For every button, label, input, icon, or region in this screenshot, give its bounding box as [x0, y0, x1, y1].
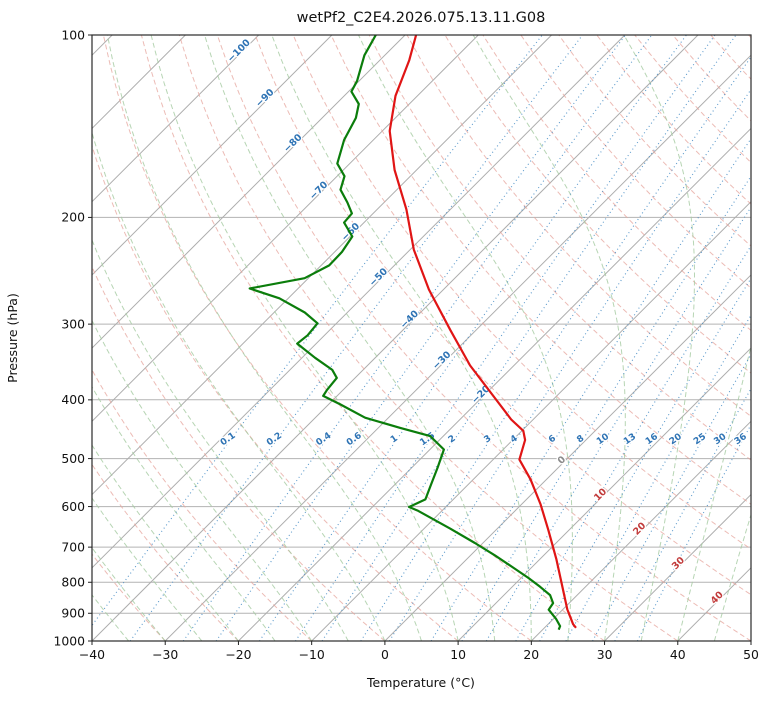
isotherm-line	[92, 35, 260, 203]
plot-area	[92, 35, 751, 641]
x-tick-label: 10	[450, 647, 466, 662]
y-tick-label: 800	[61, 575, 85, 590]
dewpoint-curve	[248, 35, 562, 631]
isotherm-line	[457, 347, 751, 641]
moist-adiabat	[713, 513, 751, 641]
dry-adiabat	[748, 35, 751, 39]
dry-adiabat	[368, 35, 751, 461]
isotherm-line	[530, 420, 751, 641]
y-tick-label: 900	[61, 606, 85, 621]
dry-adiabat	[102, 35, 532, 641]
dry-adiabat	[292, 35, 751, 550]
mixing-ratio-line	[360, 56, 751, 641]
isotherm-line	[164, 54, 751, 641]
moist-adiabat	[92, 130, 386, 641]
x-tick-label: 50	[743, 647, 759, 662]
dry-adiabat	[140, 35, 605, 641]
dry-adiabat	[92, 265, 386, 641]
mixing-ratio-line	[92, 35, 543, 627]
x-tick-label: 40	[670, 647, 686, 662]
x-tick-label: 0	[381, 647, 389, 662]
moist-adiabat	[204, 35, 496, 641]
y-tick-label: 300	[61, 316, 85, 331]
y-tick-label: 600	[61, 499, 85, 514]
isotherm-line	[311, 200, 751, 641]
x-tick-label: 20	[523, 647, 539, 662]
dry-adiabat	[444, 35, 751, 374]
dry-adiabats	[92, 35, 751, 641]
dry-adiabat	[406, 35, 751, 417]
dry-adiabat	[92, 144, 459, 641]
moist-adiabat	[358, 35, 573, 641]
x-tick-label: −10	[299, 647, 325, 662]
mixing-ratio-line	[539, 277, 751, 641]
y-tick-label: 200	[61, 210, 85, 225]
moist-adiabat	[472, 35, 626, 641]
mixing-ratio-line	[515, 244, 751, 641]
mixing-ratio-line	[430, 137, 751, 641]
y-axis-label: Pressure (hPa)	[5, 293, 20, 383]
temperature-curve	[388, 35, 577, 629]
dry-adiabat	[216, 35, 751, 641]
moist-adiabat	[92, 319, 313, 641]
mixing-ratio-line	[129, 35, 584, 641]
isotherm-line	[92, 35, 699, 641]
y-tick-label: 500	[61, 451, 85, 466]
isotherm-line	[92, 35, 333, 276]
isotherm-lines	[92, 35, 751, 641]
isotherm-line	[750, 640, 751, 641]
y-tick-label: 1000	[53, 633, 85, 648]
x-tick-label: −30	[152, 647, 178, 662]
isotherm-line	[92, 35, 406, 349]
dry-adiabat	[520, 35, 751, 289]
x-axis-label: Temperature (°C)	[366, 675, 475, 690]
isotherm-line	[604, 493, 751, 641]
dry-adiabat	[92, 463, 239, 641]
moist-adiabat	[150, 35, 459, 641]
dry-adiabat	[92, 553, 166, 641]
mixing-ratio-line	[565, 314, 751, 641]
moist-adiabat	[106, 35, 422, 641]
axis-ticks: −40 −30 −20 −10 0 10 20 30 40 50 100 200 300 400 500 60…	[53, 27, 759, 662]
x-tick-label: −20	[225, 647, 251, 662]
moist-adiabat	[677, 343, 751, 641]
y-tick-label: 400	[61, 392, 85, 407]
mixing-ratio-line	[182, 35, 626, 641]
mixing-ratio-line	[461, 175, 751, 641]
dry-adiabat	[254, 35, 751, 596]
moist-adiabat	[92, 238, 349, 641]
x-tick-label: −40	[79, 647, 105, 662]
mixing-ratio-line	[592, 353, 751, 641]
y-tick-label: 100	[61, 27, 85, 42]
dry-adiabat	[178, 35, 679, 641]
moist-adiabats	[92, 35, 751, 641]
isotherm-line	[92, 35, 626, 569]
isotherm-line	[238, 127, 751, 641]
plot-frame	[91, 34, 752, 642]
isotherm-line	[384, 274, 751, 641]
y-tick-label: 700	[61, 539, 85, 554]
dry-adiabat	[482, 35, 751, 332]
isotherm-line	[92, 35, 479, 423]
mixing-ratio-lines	[92, 35, 751, 641]
moist-adiabat	[623, 35, 695, 641]
chart-title: wetPf2_C2E4.2026.075.13.11.G08	[297, 10, 546, 26]
moist-adiabat	[271, 35, 532, 641]
mixing-ratio-line	[614, 387, 751, 641]
isotherm-line	[92, 35, 552, 496]
mixing-ratio-line	[321, 35, 737, 641]
sounding-curves	[248, 35, 577, 631]
x-tick-label: 30	[597, 647, 613, 662]
